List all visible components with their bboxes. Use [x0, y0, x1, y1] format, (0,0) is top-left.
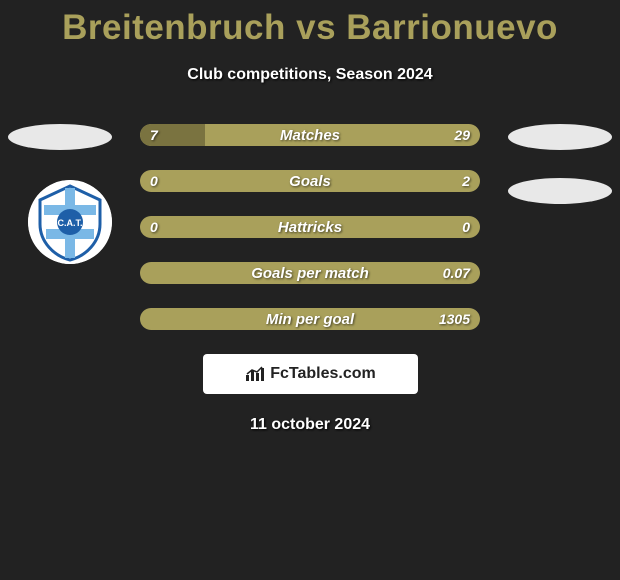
stat-row-min-per-goal: Min per goal 1305 [140, 308, 480, 330]
stat-right-value: 0 [462, 216, 470, 238]
stat-right-value: 1305 [439, 308, 470, 330]
club-right-placeholder-icon [508, 178, 612, 204]
page-title: Breitenbruch vs Barrionuevo [0, 8, 620, 48]
stat-row-matches: 7 Matches 29 [140, 124, 480, 146]
player-right-placeholder-icon [508, 124, 612, 150]
stat-label: Goals [140, 170, 480, 192]
stat-row-goals-per-match: Goals per match 0.07 [140, 262, 480, 284]
stat-right-value: 29 [454, 124, 470, 146]
subtitle: Club competitions, Season 2024 [0, 66, 620, 84]
stat-label: Min per goal [140, 308, 480, 330]
stat-right-value: 2 [462, 170, 470, 192]
svg-text:C.A.T.: C.A.T. [57, 218, 82, 228]
stat-row-hattricks: 0 Hattricks 0 [140, 216, 480, 238]
brand-badge[interactable]: FcTables.com [203, 354, 418, 394]
stat-row-goals: 0 Goals 2 [140, 170, 480, 192]
chart-icon [244, 365, 266, 383]
player-left-placeholder-icon [8, 124, 112, 150]
brand-text: FcTables.com [270, 365, 376, 383]
stat-label: Matches [140, 124, 480, 146]
stat-label: Hattricks [140, 216, 480, 238]
stat-right-value: 0.07 [443, 262, 470, 284]
stat-label: Goals per match [140, 262, 480, 284]
date-text: 11 october 2024 [0, 416, 620, 434]
club-left-logo-icon: C.A.T. [28, 180, 112, 264]
